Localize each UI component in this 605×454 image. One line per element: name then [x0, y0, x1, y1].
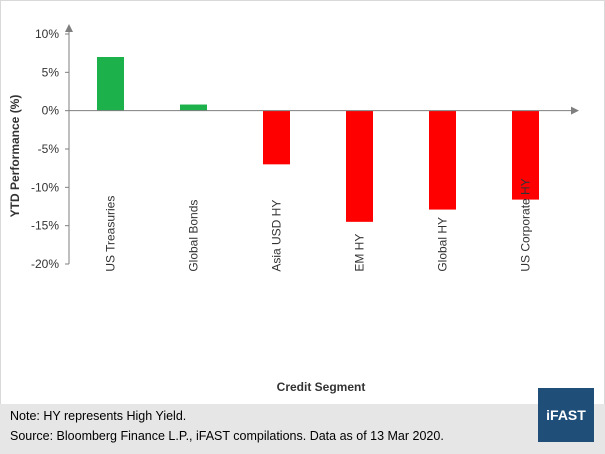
x-tick-label: US Corporate HY [519, 178, 533, 271]
x-tick-label: EM HY [353, 234, 367, 272]
chart-frame: 10% 5% 0% -5% -10% -15% -20% US Treasuries Glob… [0, 0, 605, 405]
bar-global-hy [429, 110, 456, 210]
x-tick-label: Asia USD HY [270, 200, 284, 272]
y-tick-label: -15% [31, 219, 59, 233]
x-axis-title: Credit Segment [277, 380, 366, 394]
footer-note: Note: HY represents High Yield. [10, 409, 187, 423]
y-axis-title: YTD Performance (%) [8, 95, 22, 218]
x-tick-label: Global Bonds [187, 200, 201, 272]
y-tick-label: -20% [31, 257, 59, 271]
bar-chart: 10% 5% 0% -5% -10% -15% -20% US Treasuries Glob… [8, 24, 579, 394]
bar-asia-usd-hy [263, 110, 290, 165]
x-tick-label: Global HY [436, 217, 450, 272]
y-tick-label: 5% [42, 65, 60, 79]
x-tick-label: US Treasuries [104, 196, 118, 272]
footer: Note: HY represents High Yield. Source: … [0, 404, 605, 454]
y-axis-arrow [65, 24, 73, 32]
y-tick-label: 10% [35, 27, 59, 41]
y-tick-label: -5% [38, 142, 60, 156]
footer-source: Source: Bloomberg Finance L.P., iFAST co… [10, 429, 444, 443]
y-tick-label: -10% [31, 180, 59, 194]
ifast-logo: iFAST [538, 388, 594, 442]
x-axis-arrow [571, 106, 579, 115]
bar-us-corporate-hy [512, 110, 539, 200]
bar-em-hy [346, 110, 373, 222]
bar-us-treasuries [97, 57, 124, 111]
bar-global-bonds [180, 104, 207, 111]
y-tick-label: 0% [42, 104, 60, 118]
